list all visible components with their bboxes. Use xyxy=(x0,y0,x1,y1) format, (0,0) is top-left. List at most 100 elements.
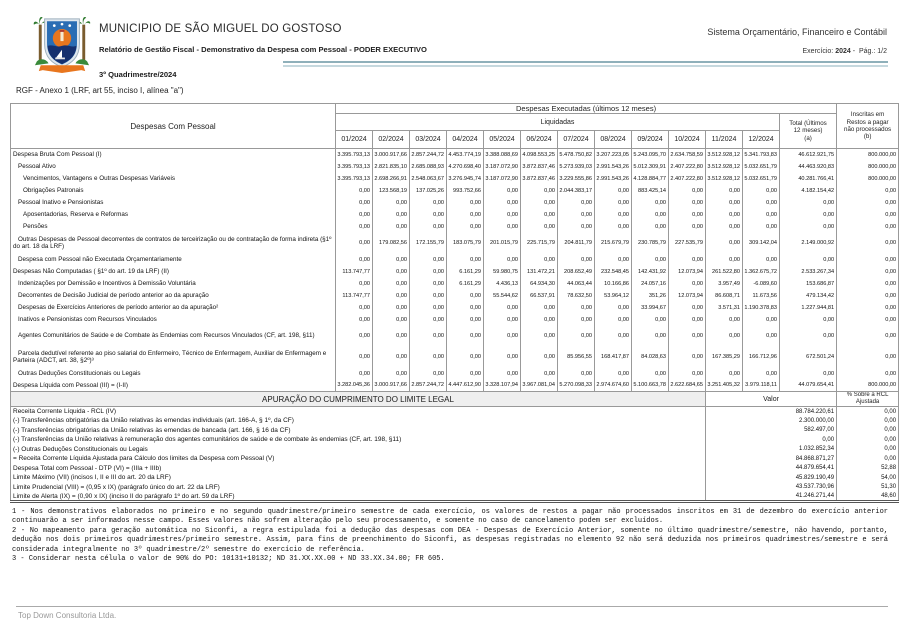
month-value: 3.000.917,66 xyxy=(372,379,410,392)
month-value: 64.934,30 xyxy=(520,277,558,290)
table-row: Decorrentes de Decisão Judicial de perío… xyxy=(10,289,900,302)
row-label: Despesa Bruta Com Pessoal (I) xyxy=(10,148,336,161)
table-row: Aposentadorias, Reserva e Reformas 0,00 0,… xyxy=(10,208,900,221)
total-value: 2.149.000,92 xyxy=(778,232,838,254)
row-label: Despesas de Exercícios Anteriores de per… xyxy=(10,301,336,314)
month-value: 5.100.663,78 xyxy=(631,379,669,392)
month-value: 3.187.072,90 xyxy=(483,160,521,173)
month-value: 0,00 xyxy=(705,232,743,254)
total-value: 40.281.766,41 xyxy=(778,172,838,185)
month-header: 05/2024 xyxy=(483,130,521,149)
month-value: 204.811,79 xyxy=(557,232,595,254)
month-value: 6.161,29 xyxy=(446,265,484,278)
total-header-line: 12 meses) xyxy=(793,127,823,135)
month-value: 0,00 xyxy=(520,253,558,266)
expense-table-wrapper: Despesas Com Pessoal Despesas Executadas… xyxy=(10,103,900,503)
month-value: 0,00 xyxy=(335,325,373,347)
row-label: Inativos e Pensionistas com Recursos Vin… xyxy=(10,313,336,326)
executed-expenses-header: Despesas Executadas (últimos 12 meses) xyxy=(334,103,838,114)
restos-header-line: não processados xyxy=(844,126,892,133)
restos-value: 0,00 xyxy=(836,277,900,290)
palm-trees-icon xyxy=(33,17,91,66)
month-value: 2.044.383,17 xyxy=(557,184,595,197)
row-label: Despesas Não Computadas ( §1º do art. 19… xyxy=(10,265,336,278)
month-header: 08/2024 xyxy=(594,130,632,149)
total-value: 479.134,42 xyxy=(778,289,838,302)
page-separator: - xyxy=(852,48,856,55)
month-value: 3.872.837,46 xyxy=(520,172,558,185)
limit-row: Receita Corrente Líquida - RCL (IV) 88.78… xyxy=(10,406,900,416)
month-value: 0,00 xyxy=(557,313,595,326)
month-value: 0,00 xyxy=(668,208,706,221)
limit-row-pct: 0,00 xyxy=(836,435,900,445)
header-rule-dark xyxy=(283,61,888,63)
month-value: 84.028,63 xyxy=(631,346,669,368)
month-value: 11.673,56 xyxy=(742,289,780,302)
month-value: 168.417,87 xyxy=(594,346,632,368)
month-value: 12.073,94 xyxy=(668,289,706,302)
month-value: 5.478.750,82 xyxy=(557,148,595,161)
limit-row-label: (-) Transferências obrigatórias da União… xyxy=(10,425,706,435)
month-value: 5.270.098,33 xyxy=(557,379,595,392)
month-value: 0,00 xyxy=(668,184,706,197)
restos-value: 0,00 xyxy=(836,220,900,233)
month-value: 0,00 xyxy=(409,301,447,314)
total-value: 44.463.920,83 xyxy=(778,160,838,173)
month-value: 0,00 xyxy=(335,208,373,221)
pct-header-line: Ajustada xyxy=(855,399,880,405)
limit-row-label: Limite de Alerta (IX) = (0,90 x IX) (inc… xyxy=(10,492,706,503)
month-value: 0,00 xyxy=(557,325,595,347)
footnote: 3 - Considerar nesta célula o valor de 9… xyxy=(12,555,445,564)
month-value: 85.956,55 xyxy=(557,346,595,368)
restos-value: 800.000,00 xyxy=(836,160,900,173)
month-value: 230.785,79 xyxy=(631,232,669,254)
footnote: 2 - No mapeamento para geração automátic… xyxy=(12,526,888,554)
month-value: 3.967.081,04 xyxy=(520,379,558,392)
month-value: 5.032.651,79 xyxy=(742,160,780,173)
month-value: 208.652,49 xyxy=(557,265,595,278)
month-value: 12.073,94 xyxy=(668,265,706,278)
month-value: 44.063,44 xyxy=(557,277,595,290)
month-value: 0,00 xyxy=(446,313,484,326)
month-value: 0,00 xyxy=(520,301,558,314)
month-value: 0,00 xyxy=(520,184,558,197)
month-value: 3.328.107,94 xyxy=(483,379,521,392)
month-value: 0,00 xyxy=(372,367,410,380)
month-value: 33.994,67 xyxy=(631,301,669,314)
system-name: Sistema Orçamentário, Financeiro e Contá… xyxy=(707,27,887,37)
month-value: 0,00 xyxy=(372,301,410,314)
month-value: 0,00 xyxy=(520,208,558,221)
month-value: 10.166,86 xyxy=(594,277,632,290)
footer-company: Top Down Consultoria Ltda. xyxy=(18,611,117,620)
month-header: 06/2024 xyxy=(520,130,558,149)
footnotes: 1 - Nos demonstrativos elaborados no pri… xyxy=(12,508,888,564)
table-row: Outras Deduções Constitucionais ou Legai… xyxy=(10,367,900,380)
restos-header-line: (b) xyxy=(863,133,872,141)
restos-value: 800.000,00 xyxy=(836,148,900,161)
table-row: Despesas Não Computadas ( §1º do art. 19… xyxy=(10,265,900,278)
month-header: 02/2024 xyxy=(372,130,410,149)
month-value: 0,00 xyxy=(668,367,706,380)
month-value: 0,00 xyxy=(520,313,558,326)
table-row: Pessoal Inativo e Pensionistas 0,00 0,00 0,… xyxy=(10,196,900,209)
month-value: 5.341.793,83 xyxy=(742,148,780,161)
limit-row-label: (-) Transferências obrigatórias da União… xyxy=(10,416,706,426)
month-value: 0,00 xyxy=(372,346,410,368)
month-value: 0,00 xyxy=(594,253,632,266)
limit-row-valor: 88.784.220,61 xyxy=(704,406,838,416)
row-label: Pessoal Inativo e Pensionistas xyxy=(10,196,336,209)
month-value: 4.098.553,25 xyxy=(520,148,558,161)
month-value: 142.431,92 xyxy=(631,265,669,278)
restos-value: 0,00 xyxy=(836,232,900,254)
month-value: 0,00 xyxy=(557,367,595,380)
ribbon-icon xyxy=(38,65,86,73)
month-value: 0,00 xyxy=(446,301,484,314)
table-row: Parcela dedutível referente ao piso sala… xyxy=(10,346,900,368)
row-label: Indenizações por Demissão e Incentivos à… xyxy=(10,277,336,290)
restos-value: 0,00 xyxy=(836,253,900,266)
month-value: 5.012.309,91 xyxy=(631,160,669,173)
month-value: 0,00 xyxy=(483,196,521,209)
month-value: 0,00 xyxy=(409,325,447,347)
month-value: 0,00 xyxy=(705,367,743,380)
